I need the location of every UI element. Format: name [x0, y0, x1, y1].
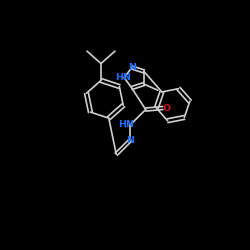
Text: N: N	[126, 136, 134, 145]
Text: O: O	[162, 104, 171, 112]
Text: HN: HN	[115, 73, 131, 82]
Text: HN: HN	[118, 120, 134, 130]
Text: N: N	[128, 63, 136, 72]
